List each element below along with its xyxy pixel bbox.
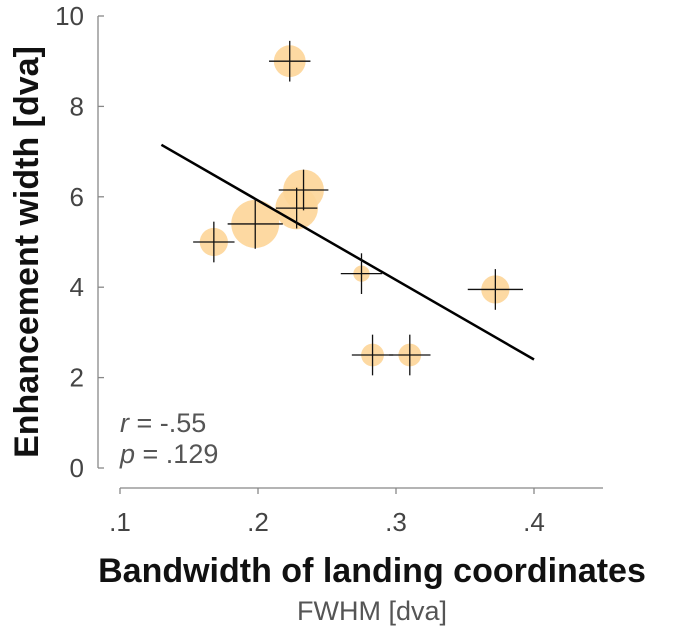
y-tick-label: 10 — [55, 1, 84, 31]
p-value-annotation: p = .129 — [119, 439, 218, 469]
y-tick-label: 2 — [70, 363, 84, 393]
x-tick-label: .4 — [523, 507, 545, 537]
r-symbol: r — [120, 408, 130, 438]
error-bars — [193, 40, 523, 376]
y-axis-ticks: 0 2 4 6 8 10 — [55, 1, 104, 483]
p-value: = .129 — [135, 439, 218, 469]
y-tick-label: 8 — [70, 91, 84, 121]
r-value: = -.55 — [129, 408, 206, 438]
y-axis-title: Enhancement width [dva] — [8, 46, 46, 458]
p-symbol: p — [119, 439, 135, 469]
y-tick-label: 6 — [70, 182, 84, 212]
x-tick-label: .1 — [109, 507, 131, 537]
correlation-annotation: r = -.55 — [120, 408, 206, 438]
y-tick-label: 4 — [70, 272, 84, 302]
x-tick-label: .2 — [247, 507, 269, 537]
x-tick-label: .3 — [385, 507, 407, 537]
x-axis-title: Bandwidth of landing coordinates — [98, 552, 646, 590]
x-axis-ticks: .1 .2 .3 .4 — [109, 488, 545, 537]
y-tick-label: 0 — [70, 453, 84, 483]
regression-line — [160, 143, 535, 361]
x-axis-unit-label: FWHM [dva] — [297, 596, 447, 626]
axes — [97, 16, 603, 489]
